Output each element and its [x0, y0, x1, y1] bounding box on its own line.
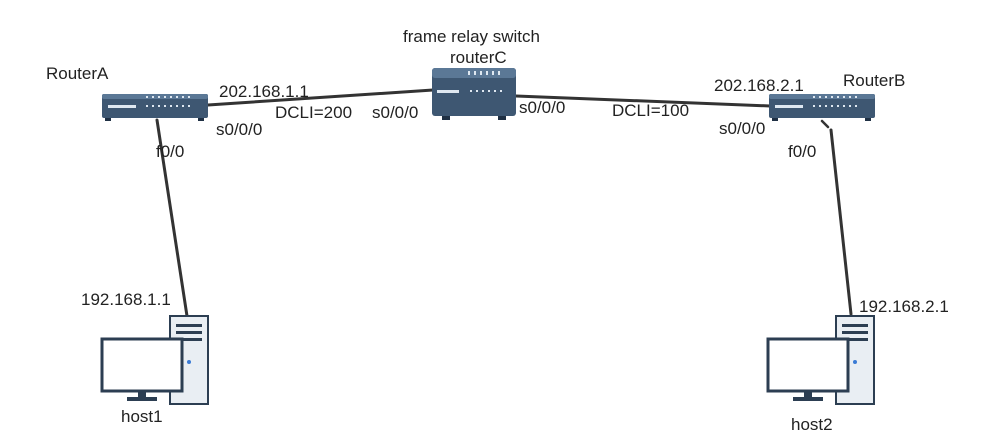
routerA-ip: 202.168.1.1	[219, 82, 309, 101]
switch-title: frame relay switch	[403, 27, 540, 46]
host1-computer-icon[interactable]	[100, 315, 209, 405]
host1-ip: 192.168.1.1	[81, 290, 171, 309]
routerB-serial: s0/0/0	[719, 119, 766, 138]
routerA-icon[interactable]	[102, 94, 208, 121]
routerC-serial-left: s0/0/0	[372, 103, 419, 122]
dcli-a: DCLI=200	[275, 103, 353, 122]
routerB-ip: 202.168.2.1	[714, 76, 804, 95]
routerA-serial: s0/0/0	[216, 120, 263, 139]
dcli-b: DCLI=100	[612, 101, 690, 120]
routerA-name: RouterA	[46, 64, 109, 83]
link-routerA-routerC	[206, 88, 435, 107]
host1-name: host1	[121, 407, 163, 426]
frame-relay-switch-icon[interactable]	[432, 68, 516, 120]
routerB-fe: f0/0	[788, 142, 817, 161]
link-routerB-host2	[829, 128, 853, 316]
routerC-serial-right: s0/0/0	[519, 98, 566, 117]
link-routerC-routerB	[514, 94, 772, 108]
host2-computer-icon[interactable]	[766, 315, 875, 405]
routerA-fe: f0/0	[156, 142, 185, 161]
routerB-name: RouterB	[843, 71, 906, 90]
routerC-name: routerC	[450, 48, 507, 67]
links	[155, 88, 853, 318]
host2-ip: 192.168.2.1	[859, 297, 949, 316]
routerB-icon[interactable]	[769, 94, 875, 121]
link-routerB-stub	[820, 119, 830, 129]
host2-name: host2	[791, 415, 833, 434]
link-routerA-host1	[155, 118, 189, 318]
